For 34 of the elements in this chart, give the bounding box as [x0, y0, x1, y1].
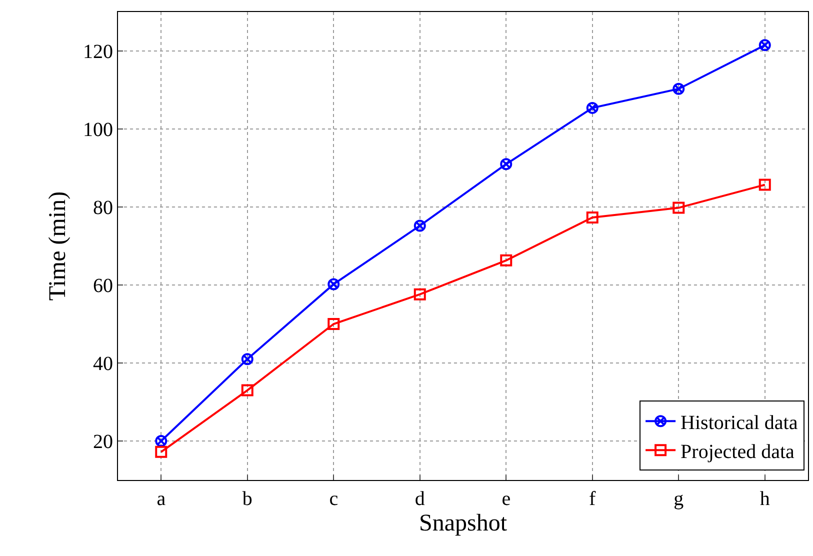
point	[328, 318, 340, 330]
point	[414, 220, 426, 232]
point	[414, 288, 426, 300]
point	[672, 82, 685, 95]
y-tick-label: 120	[83, 41, 113, 63]
point	[758, 39, 771, 52]
y-tick-label: 60	[93, 275, 113, 297]
y-tick-label: 80	[93, 197, 113, 219]
y-tick-label: 20	[93, 431, 113, 453]
x-tick-label: c	[329, 488, 338, 510]
legend-label: Projected data	[680, 440, 795, 463]
x-tick-label: g	[674, 488, 684, 510]
y-tick-label: 40	[93, 353, 113, 375]
point	[586, 102, 598, 114]
point	[586, 212, 598, 224]
x-tick-label: e	[502, 488, 511, 510]
point	[500, 158, 512, 170]
x-tick-label: d	[414, 488, 425, 510]
x-tick-label: h	[760, 488, 770, 510]
point	[155, 435, 168, 447]
y-axis-title: Time (min)	[45, 191, 72, 301]
x-tick-label: a	[156, 488, 166, 510]
point	[672, 202, 685, 214]
x-axis-title: Snapshot	[418, 510, 508, 536]
y-tick-label: 100	[83, 119, 113, 141]
point	[758, 178, 771, 191]
legend-label: Historical data	[680, 412, 798, 434]
x-tick-label: b	[242, 488, 252, 510]
point	[328, 278, 340, 290]
point	[241, 353, 254, 366]
point	[155, 446, 168, 458]
x-tick-label: f	[589, 488, 596, 510]
point	[500, 254, 512, 266]
point	[241, 384, 254, 396]
